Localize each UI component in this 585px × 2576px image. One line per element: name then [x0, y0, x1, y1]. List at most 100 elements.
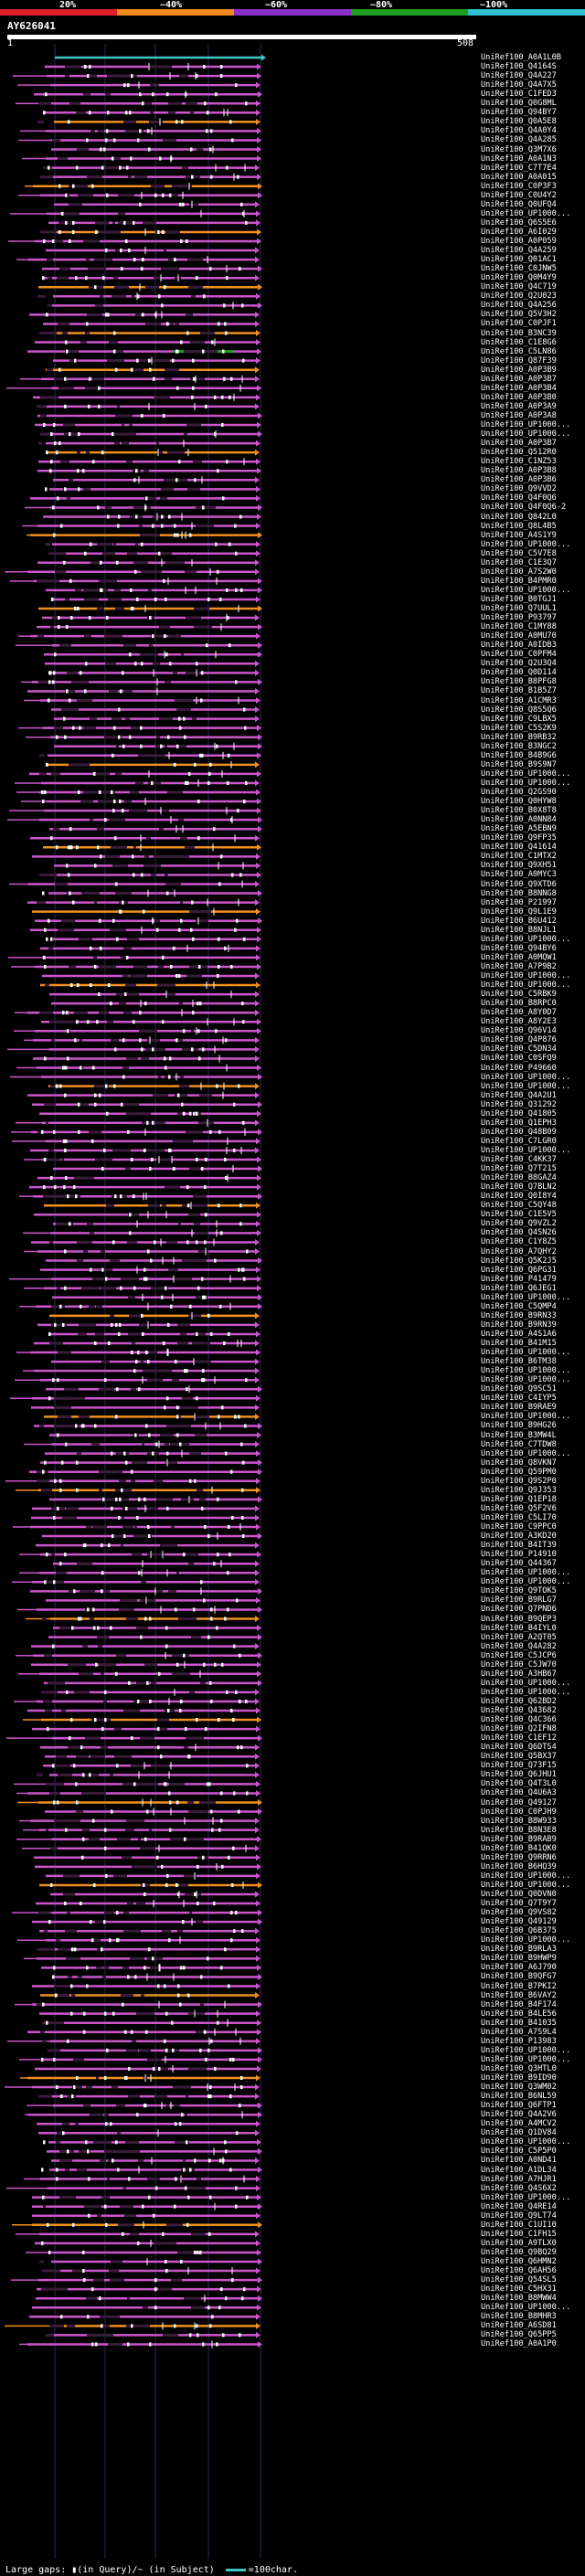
hit-label[interactable]: UniRef100_Q6FTP1: [481, 2101, 557, 2111]
hit-label[interactable]: UniRef100_UP1000...: [481, 420, 571, 429]
hit-label[interactable]: UniRef100_UP1000...: [481, 934, 571, 944]
alignment-row[interactable]: [24, 1955, 261, 1962]
hit-label[interactable]: UniRef100_C9LBX5: [481, 714, 557, 724]
alignment-row[interactable]: [53, 1625, 261, 1632]
alignment-row[interactable]: [23, 1827, 260, 1834]
alignment-row[interactable]: [12, 1909, 262, 1916]
alignment-row[interactable]: [41, 1018, 261, 1026]
alignment-row[interactable]: [22, 154, 261, 163]
alignment-row[interactable]: [37, 402, 260, 410]
hit-label[interactable]: UniRef100_Q8VKN7: [481, 1458, 557, 1468]
alignment-row[interactable]: [34, 1211, 261, 1219]
alignment-row[interactable]: [34, 1340, 260, 1347]
alignment-row[interactable]: [42, 972, 260, 980]
hit-label[interactable]: UniRef100_C5JCP6: [481, 1650, 557, 1660]
alignment-row[interactable]: [16, 1118, 260, 1127]
hit-label[interactable]: UniRef100_B9QFG7: [481, 1972, 557, 1982]
hit-label[interactable]: UniRef100_Q9BQ29: [481, 2247, 557, 2257]
hit-label[interactable]: UniRef100_Q8L4B5: [481, 521, 557, 531]
hit-label[interactable]: UniRef100_UP1000...: [481, 1678, 571, 1688]
hit-label[interactable]: UniRef100_Q73F15: [481, 1761, 557, 1771]
alignment-row[interactable]: [16, 1651, 262, 1659]
alignment-row[interactable]: [32, 1725, 261, 1733]
alignment-row[interactable]: [30, 494, 261, 502]
alignment-row[interactable]: [49, 1495, 262, 1503]
alignment-row[interactable]: [32, 907, 261, 916]
alignment-row[interactable]: [25, 2111, 262, 2119]
hit-label[interactable]: UniRef100_Q2U3Q4: [481, 659, 557, 669]
alignment-row[interactable]: [53, 476, 260, 484]
hit-label[interactable]: UniRef100_UP1000...: [481, 585, 571, 595]
alignment-row[interactable]: [32, 2212, 261, 2220]
alignment-row[interactable]: [44, 1413, 260, 1421]
alignment-row[interactable]: [43, 843, 261, 852]
hit-label[interactable]: UniRef100_A0IDB3: [481, 641, 557, 651]
alignment-row[interactable]: [30, 1146, 260, 1154]
hit-label[interactable]: UniRef100_C5DN34: [481, 1044, 557, 1055]
alignment-row[interactable]: [49, 1311, 260, 1320]
hit-label[interactable]: UniRef100_Q48B09: [481, 1127, 557, 1137]
hit-label[interactable]: UniRef100_Q65PP5: [481, 2330, 557, 2340]
hit-label[interactable]: UniRef100_P93797: [481, 613, 557, 623]
hit-label[interactable]: UniRef100_Q54SL5: [481, 2275, 557, 2285]
hit-label[interactable]: UniRef100_UP1000...: [481, 1145, 571, 1155]
hit-label[interactable]: UniRef100_Q9J353: [481, 1485, 557, 1495]
alignment-row[interactable]: [44, 1202, 261, 1210]
alignment-row[interactable]: [33, 393, 261, 401]
hit-label[interactable]: UniRef100_Q2IFN8: [481, 1724, 557, 1734]
alignment-row[interactable]: [16, 256, 260, 264]
alignment-row[interactable]: [8, 954, 261, 961]
alignment-row[interactable]: [27, 687, 260, 695]
hit-label[interactable]: UniRef100_UP1000...: [481, 1880, 571, 1890]
hit-label[interactable]: UniRef100_UP1000...: [481, 981, 571, 991]
hit-label[interactable]: UniRef100_Q4A282: [481, 1641, 557, 1651]
hit-label[interactable]: UniRef100_UP1000...: [481, 1292, 571, 1302]
hit-label[interactable]: UniRef100_C0U4Y2: [481, 190, 557, 200]
alignment-row[interactable]: [40, 1458, 262, 1467]
alignment-row[interactable]: [51, 1000, 260, 1008]
alignment-row[interactable]: [29, 1468, 262, 1476]
alignment-row[interactable]: [51, 1358, 260, 1366]
alignment-row[interactable]: [41, 1688, 260, 1696]
alignment-row[interactable]: [32, 2304, 261, 2311]
hit-label[interactable]: UniRef100_Q0D114: [481, 668, 557, 678]
hit-label[interactable]: UniRef100_C4KK37: [481, 1155, 557, 1164]
hit-label[interactable]: UniRef100_Q01AC1: [481, 255, 557, 265]
alignment-row[interactable]: [42, 265, 262, 273]
hit-label[interactable]: UniRef100_A0P3B6: [481, 475, 557, 485]
hit-label[interactable]: UniRef100_A0P059: [481, 237, 557, 246]
hit-label[interactable]: UniRef100_Q41614: [481, 843, 557, 853]
hit-label[interactable]: UniRef100_A8Y0D7: [481, 1008, 557, 1018]
alignment-row[interactable]: [37, 1771, 260, 1779]
alignment-row[interactable]: [7, 816, 262, 824]
alignment-row[interactable]: [17, 81, 261, 90]
alignment-row[interactable]: [38, 458, 261, 466]
hit-label[interactable]: UniRef100_Q9FP35: [481, 833, 557, 843]
hit-label[interactable]: UniRef100_A0MQW1: [481, 952, 557, 962]
hit-label[interactable]: UniRef100_UP1000...: [481, 1348, 571, 1358]
hit-label[interactable]: UniRef100_UP1000...: [481, 769, 571, 779]
alignment-row[interactable]: [37, 118, 261, 126]
alignment-row[interactable]: [39, 871, 261, 878]
alignment-row[interactable]: [6, 1734, 262, 1742]
alignment-row[interactable]: [32, 853, 261, 860]
hit-label[interactable]: UniRef100_B8RPC0: [481, 999, 557, 1009]
alignment-row[interactable]: [38, 2129, 260, 2137]
alignment-row[interactable]: [48, 550, 261, 557]
alignment-row[interactable]: [40, 430, 262, 439]
hit-label[interactable]: UniRef100_UP1000...: [481, 1072, 571, 1082]
hit-label[interactable]: UniRef100_Q4A2U1: [481, 1090, 557, 1100]
hit-label[interactable]: UniRef100_C1MTX2: [481, 852, 557, 862]
hit-label[interactable]: UniRef100_Q87F39: [481, 355, 557, 366]
hit-label[interactable]: UniRef100_B9RB32: [481, 732, 557, 742]
alignment-row[interactable]: [14, 1697, 260, 1705]
hit-label[interactable]: UniRef100_B1B5Z7: [481, 686, 557, 696]
hit-label[interactable]: UniRef100_A3KD20: [481, 1532, 557, 1542]
hit-label[interactable]: UniRef100_Q3HTL0: [481, 2063, 557, 2073]
alignment-row[interactable]: [31, 1238, 260, 1246]
hit-label[interactable]: UniRef100_Q842L0: [481, 512, 557, 522]
alignment-row[interactable]: [48, 219, 261, 227]
hit-label[interactable]: UniRef100_C5QY48: [481, 1201, 557, 1211]
hit-label[interactable]: UniRef100_C7TDW8: [481, 1439, 557, 1449]
hit-label[interactable]: UniRef100_C5RBK9: [481, 990, 557, 1000]
